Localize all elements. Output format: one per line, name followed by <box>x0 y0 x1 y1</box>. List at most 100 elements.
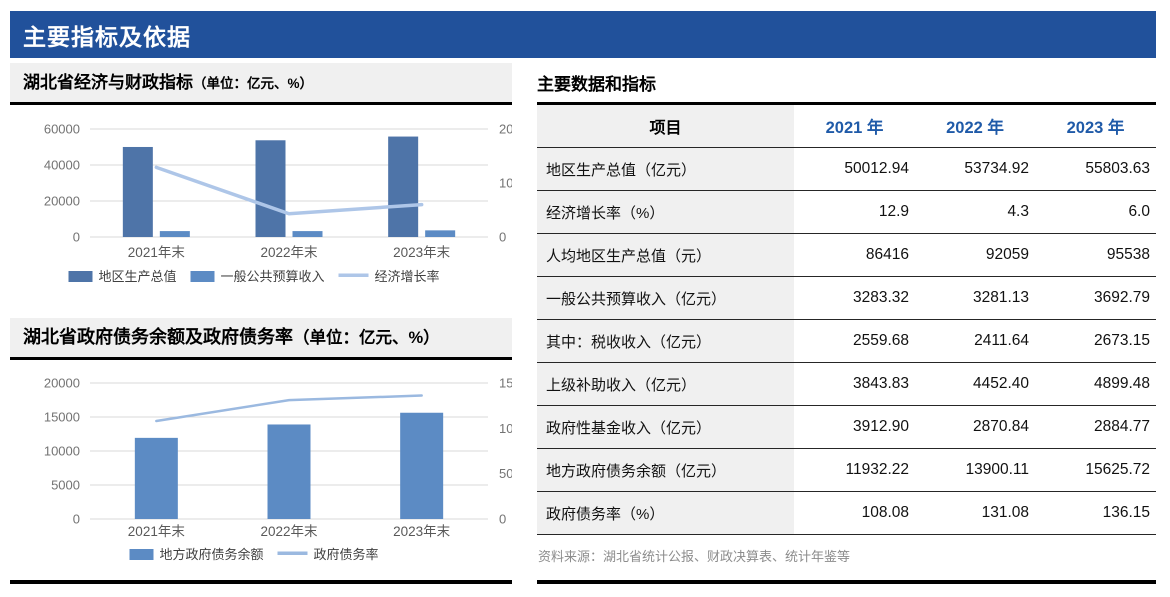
row-value: 6.0 <box>1128 203 1150 220</box>
bar <box>388 136 419 237</box>
row-value: 92059 <box>985 246 1029 263</box>
legend-label: 一般公共预算收入 <box>221 269 325 284</box>
legend-label: 政府债务率 <box>314 547 379 562</box>
bar <box>292 231 323 237</box>
left-axis-tick: 40000 <box>44 158 80 173</box>
row-label: 经济增长率（%） <box>537 190 794 234</box>
row-value: 2884.77 <box>1093 418 1150 435</box>
row-value: 50012.94 <box>844 160 909 177</box>
data-table-panel: 主要数据和指标 项目 2021 年 2022 年 2023 年 地区生产总值（亿元） 5… <box>537 63 1156 597</box>
table-row: 政府债务率（%） 108.08 131.08 136.15 <box>537 491 1156 535</box>
row-value: 12.9 <box>878 203 909 220</box>
bar <box>400 412 444 519</box>
right-bottom-rule <box>537 580 1156 584</box>
row-value: 4.3 <box>1007 203 1029 220</box>
row-value: 13900.11 <box>965 461 1030 478</box>
row-label: 其中：税收收入（亿元） <box>537 319 794 363</box>
table-row: 经济增长率（%） 12.9 4.3 6.0 <box>537 190 1156 234</box>
column-header-item: 项目 <box>537 105 794 148</box>
table-row: 人均地区生产总值（元） 86416 92059 95538 <box>537 233 1156 277</box>
bar <box>159 231 190 237</box>
row-value: 3912.90 <box>852 418 909 435</box>
column-header-year: 2023 年 <box>1066 119 1125 137</box>
left-axis-tick: 0 <box>73 230 80 245</box>
economy-fiscal-chart: 0 20000 40000 60000 0 10 20 2021年末 2022年末 2023年末地… <box>44 122 512 285</box>
left-bottom-rule <box>10 580 512 584</box>
economy-chart-title-text: 湖北省经济与财政指标 <box>23 73 193 92</box>
economy-chart-title: 湖北省经济与财政指标 （单位：亿元、%） <box>10 63 512 105</box>
left-axis-tick: 10000 <box>44 444 80 459</box>
indicators-table: 项目 2021 年 2022 年 2023 年 地区生产总值（亿元） 50012.94 5… <box>537 105 1156 535</box>
table-row: 地方政府债务余额（亿元） 11932.22 13900.11 15625.72 <box>537 448 1156 492</box>
left-axis-tick: 60000 <box>44 122 80 137</box>
page-title: 主要指标及依据 <box>23 23 191 50</box>
left-axis-tick: 20000 <box>44 376 80 391</box>
row-value: 3281.13 <box>972 289 1029 306</box>
row-value: 136.15 <box>1102 504 1150 521</box>
x-axis-label: 2022年末 <box>260 524 318 539</box>
right-axis-tick: 0 <box>499 230 506 245</box>
row-value: 2870.84 <box>972 418 1029 435</box>
row-value: 55803.63 <box>1085 160 1150 177</box>
table-row: 其中：税收收入（亿元） 2559.68 2411.64 2673.15 <box>537 319 1156 363</box>
row-value: 4452.40 <box>972 375 1029 392</box>
table-row: 上级补助收入（亿元） 3843.83 4452.40 4899.48 <box>537 362 1156 406</box>
bar <box>134 437 178 519</box>
row-value: 2411.64 <box>974 332 1029 349</box>
row-value: 86416 <box>865 246 909 263</box>
bar <box>122 146 153 237</box>
debt-chart-title-text: 湖北省政府债务余额及政府债务率 <box>23 327 293 347</box>
table-title: 主要数据和指标 <box>537 63 1156 105</box>
x-axis-label: 2021年末 <box>128 245 186 260</box>
source-note: 资料来源：湖北省统计公报、财政决算表、统计年鉴等 <box>538 549 851 564</box>
legend-line-swatch <box>338 273 369 277</box>
right-axis-tick: 0 <box>499 512 506 527</box>
charts-panel: 湖北省经济与财政指标 （单位：亿元、%） 0 20000 40000 60000 0 10 2… <box>10 63 512 597</box>
row-label: 一般公共预算收入（亿元） <box>537 276 794 320</box>
column-header-year: 2021 年 <box>825 119 884 137</box>
row-label: 上级补助收入（亿元） <box>537 362 794 406</box>
economy-chart-title-unit: （单位：亿元、%） <box>193 76 314 91</box>
trend-line <box>155 394 423 423</box>
row-value: 4899.48 <box>1093 375 1150 392</box>
row-value: 15625.72 <box>1085 461 1150 478</box>
legend-swatch <box>68 271 93 282</box>
row-value: 108.08 <box>861 504 909 521</box>
bar <box>267 424 311 519</box>
row-value: 2559.68 <box>852 332 909 349</box>
debt-chart-title: 湖北省政府债务余额及政府债务率 （单位：亿元、%） <box>10 318 512 360</box>
left-axis-tick: 5000 <box>51 478 80 493</box>
right-axis-tick: 50 <box>499 466 512 481</box>
bar <box>255 140 286 237</box>
bar <box>425 230 456 237</box>
row-value: 11932.22 <box>845 461 910 478</box>
x-axis-label: 2022年末 <box>260 245 318 260</box>
row-value: 3283.32 <box>852 289 909 306</box>
right-axis-tick: 100 <box>499 421 512 436</box>
legend-label: 地方政府债务余额 <box>160 547 264 562</box>
legend-swatch <box>129 549 154 560</box>
column-header-year: 2022 年 <box>946 119 1004 137</box>
row-value: 2673.15 <box>1093 332 1150 349</box>
table-header: 项目 2021 年 2022 年 2023 年 <box>537 105 1156 148</box>
table-row: 一般公共预算收入（亿元） 3283.32 3281.13 3692.79 <box>537 276 1156 320</box>
x-axis-label: 2023年末 <box>393 524 451 539</box>
left-axis-tick: 0 <box>73 512 80 527</box>
table-header-row: 项目 2021 年 2022 年 2023 年 <box>537 105 1156 148</box>
row-value: 3692.79 <box>1093 289 1150 306</box>
debt-chart-title-unit: （单位：亿元、%） <box>293 329 440 347</box>
row-value: 53734.92 <box>964 160 1029 177</box>
table-row: 地区生产总值（亿元） 50012.94 53734.92 55803.63 <box>537 147 1156 191</box>
row-value: 131.08 <box>981 504 1029 521</box>
row-label: 地方政府债务余额（亿元） <box>537 448 794 492</box>
right-axis-tick: 150 <box>499 376 512 391</box>
debt-ratio-chart: 0 5000 10000 15000 20000 0 50 100 150 2021年末 2022年… <box>44 376 512 563</box>
trend-line <box>154 165 424 216</box>
legend-label: 地区生产总值 <box>99 269 177 284</box>
left-axis-tick: 15000 <box>44 410 80 425</box>
legend-label: 经济增长率 <box>375 269 440 284</box>
row-value: 3843.83 <box>852 375 909 392</box>
row-label: 人均地区生产总值（元） <box>537 233 794 277</box>
legend-swatch <box>190 271 215 282</box>
page-header: 主要指标及依据 <box>10 11 1156 58</box>
